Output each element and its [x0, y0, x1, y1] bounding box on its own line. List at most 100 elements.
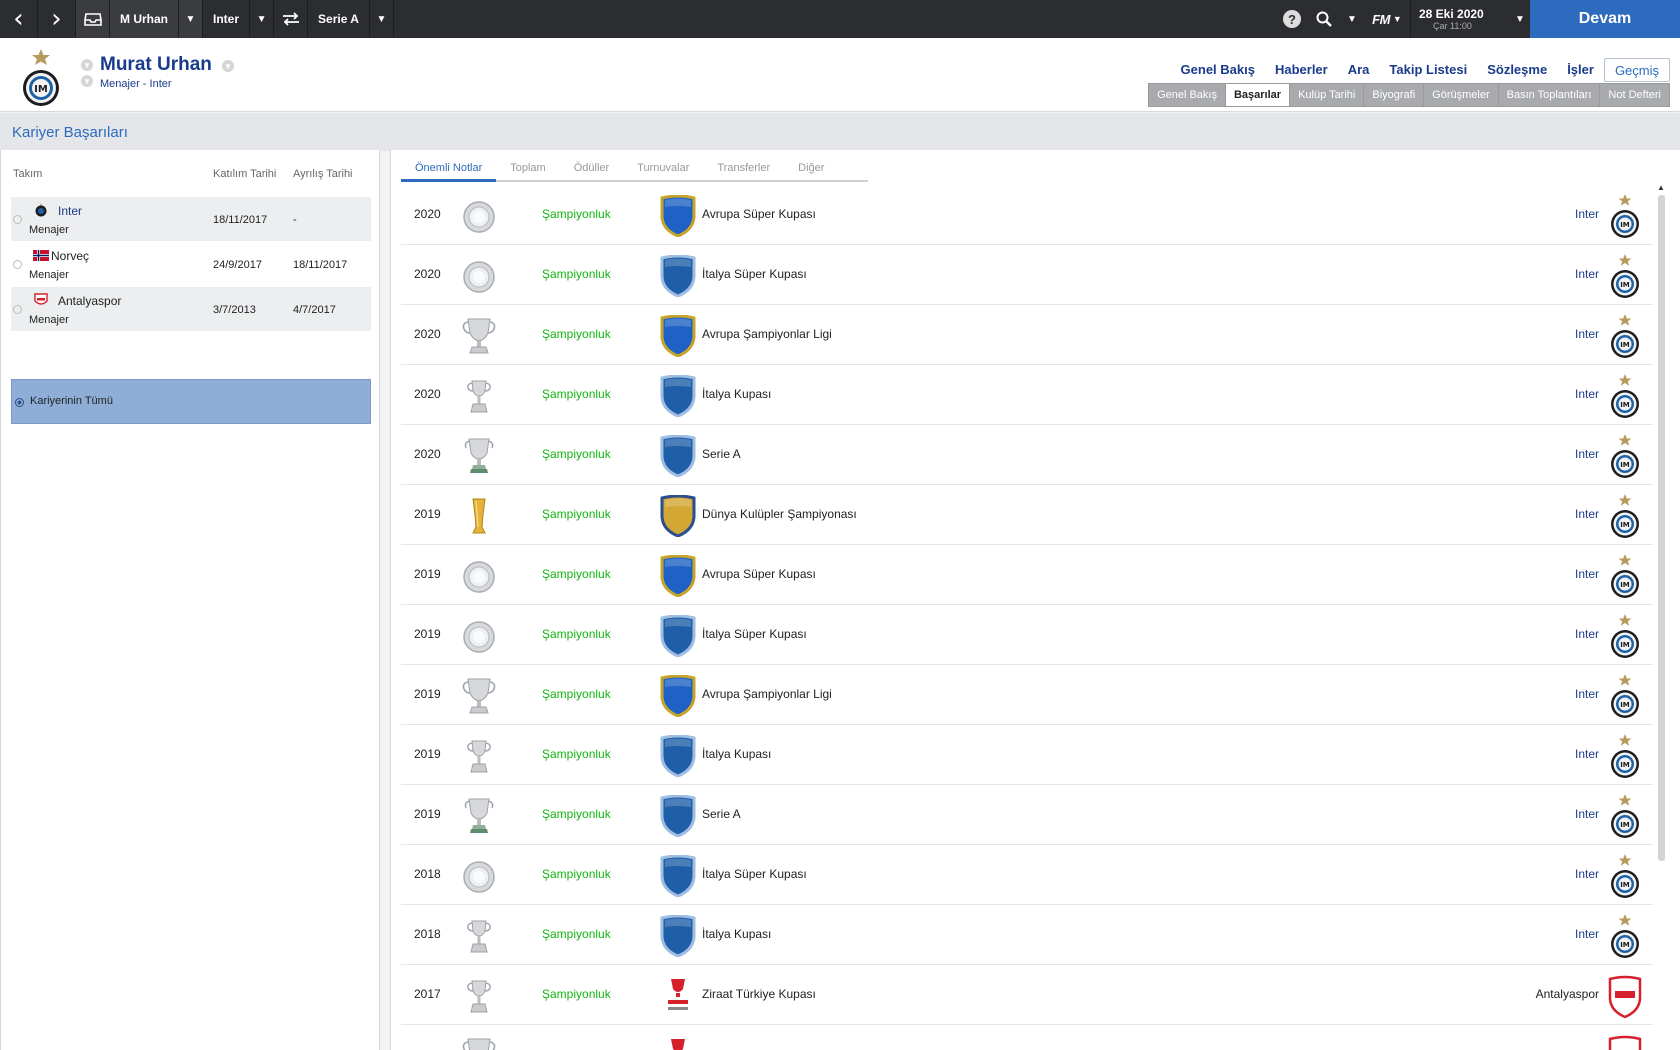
nav-news[interactable]: Haberler [1274, 62, 1328, 77]
club-name[interactable]: Inter [1574, 387, 1599, 401]
scrollbar-thumb[interactable] [1658, 195, 1665, 861]
competition-name[interactable]: Avrupa Süper Kupası [702, 567, 816, 581]
club-name[interactable]: Inter [1574, 867, 1599, 881]
help-button[interactable]: ? [1276, 0, 1308, 38]
team-row[interactable]: Norveç Menajer 24/9/2017 18/11/2017 [11, 242, 371, 286]
league-dropdown[interactable]: ▼ [370, 0, 394, 38]
scroll-up-icon[interactable]: ▲ [1657, 183, 1665, 192]
radio-selected-icon[interactable] [15, 398, 24, 407]
achievement-row[interactable]: 2020 Şampiyonluk Avrupa Süper Kupası Inter I… [401, 185, 1653, 245]
nav-watchlist[interactable]: Takip Listesi [1389, 62, 1468, 77]
achievement-row[interactable]: 2019 Şampiyonluk İtalya Süper Kupası Inter I… [401, 605, 1653, 665]
club-menu[interactable]: Inter [203, 0, 251, 38]
club-name[interactable]: Inter [1574, 747, 1599, 761]
club-name[interactable]: Inter [1574, 927, 1599, 941]
achievement-row[interactable]: 2020 Şampiyonluk Serie A Inter IM [401, 425, 1653, 485]
col-leave[interactable]: Ayrılış Tarihi [293, 168, 353, 180]
tab-totals[interactable]: Toplam [510, 162, 546, 174]
club-name[interactable]: Inter [1574, 447, 1599, 461]
achievement-row[interactable]: 2019 Şampiyonluk İtalya Kupası Inter IM [401, 725, 1653, 785]
competition-name[interactable]: Avrupa Şampiyonlar Ligi [702, 327, 832, 341]
club-name[interactable]: Inter [1574, 207, 1599, 221]
subnav-achievements[interactable]: Başarılar [1225, 84, 1291, 106]
col-team[interactable]: Takım [13, 168, 43, 180]
continue-button[interactable]: Devam [1530, 0, 1680, 38]
subnav-interviews[interactable]: Görüşmeler [1424, 84, 1499, 106]
competition-name[interactable]: Avrupa Şampiyonlar Ligi [702, 687, 832, 701]
role-options-icon[interactable]: ▼ [81, 75, 93, 87]
forward-button[interactable]: › [38, 0, 76, 38]
competition-name[interactable]: İtalya Süper Kupası [702, 627, 807, 641]
team-name[interactable]: Antalyaspor [58, 294, 122, 308]
name-dropdown-icon[interactable]: ▼ [222, 60, 234, 72]
manager-dropdown[interactable]: ▼ [179, 0, 203, 38]
subnav-overview[interactable]: Genel Bakış [1149, 84, 1226, 106]
swap-button[interactable] [274, 0, 309, 38]
achievement-row[interactable]: 2018 Şampiyonluk İtalya Süper Kupası Inter I… [401, 845, 1653, 905]
team-row[interactable]: Inter Menajer 18/11/2017 - [11, 197, 371, 241]
club-name[interactable]: Inter [1574, 807, 1599, 821]
competition-name[interactable]: İtalya Kupası [702, 927, 772, 941]
manager-menu[interactable]: M Urhan [110, 0, 179, 38]
club-name[interactable]: Inter [1574, 327, 1599, 341]
radio-icon[interactable] [13, 260, 22, 269]
achievement-row[interactable]: 2018 Şampiyonluk İtalya Kupası Inter IM [401, 905, 1653, 965]
subnav-biography[interactable]: Biyografi [1364, 84, 1425, 106]
inbox-button[interactable] [76, 0, 110, 38]
achievement-row[interactable]: 2019 Şampiyonluk Serie A Inter IM [401, 785, 1653, 845]
tab-other[interactable]: Diğer [798, 162, 825, 174]
subnav-press[interactable]: Basın Toplantıları [1499, 84, 1601, 106]
date-dropdown[interactable]: ▼ [1510, 0, 1530, 38]
club-name[interactable]: Antalyaspor [1535, 987, 1599, 1001]
competition-name[interactable]: İtalya Kupası [702, 747, 772, 761]
achievement-row[interactable]: 2020 Şampiyonluk İtalya Süper Kupası Inter I… [401, 245, 1653, 305]
search-dropdown[interactable]: ▼ [1340, 0, 1364, 38]
nav-contract[interactable]: Sözleşme [1487, 62, 1548, 77]
tab-transfers[interactable]: Transferler [717, 162, 771, 174]
all-career-row[interactable]: Kariyerinin Tümü [11, 379, 371, 424]
nav-history[interactable]: Geçmiş [1603, 58, 1670, 82]
club-name[interactable]: Inter [1574, 507, 1599, 521]
subnav-club-history[interactable]: Kulüp Tarihi [1290, 84, 1365, 106]
name-options-icon[interactable]: ▼ [81, 59, 93, 71]
club-name[interactable]: Inter [1574, 567, 1599, 581]
tab-awards[interactable]: Ödüller [573, 162, 610, 174]
subnav-notebook[interactable]: Not Defteri [1608, 89, 1661, 101]
team-name[interactable]: Inter [58, 204, 83, 218]
club-dropdown[interactable]: ▼ [250, 0, 275, 38]
team-name[interactable]: Norveç [51, 249, 90, 263]
competition-name[interactable]: Ziraat Türkiye Kupası [702, 987, 816, 1001]
achievement-row[interactable]: 2017 Şampiyonluk Ziraat Türkiye Kupası Anta… [401, 965, 1653, 1025]
league-menu[interactable]: Serie A [308, 0, 370, 38]
achievement-row[interactable] [401, 1025, 1653, 1050]
competition-name[interactable]: İtalya Süper Kupası [702, 267, 807, 281]
tab-tournaments[interactable]: Turnuvalar [637, 162, 690, 174]
radio-icon[interactable] [13, 215, 22, 224]
achievement-row[interactable]: 2019 Şampiyonluk Avrupa Şampiyonlar Ligi In… [401, 665, 1653, 725]
competition-name[interactable]: Dünya Kulüpler Şampiyonası [702, 507, 857, 521]
achievement-row[interactable]: 2020 Şampiyonluk Avrupa Şampiyonlar Ligi In… [401, 305, 1653, 365]
competition-name[interactable]: Serie A [702, 807, 741, 821]
back-button[interactable]: ‹ [0, 0, 38, 38]
game-date[interactable]: 28 Eki 2020 Çar 11:00 [1410, 0, 1510, 38]
achievement-row[interactable]: 2019 Şampiyonluk Dünya Kulüpler Şampiyonas… [401, 485, 1653, 545]
team-row[interactable]: Antalyaspor Menajer 3/7/2013 4/7/2017 [11, 287, 371, 331]
competition-name[interactable]: Serie A [702, 447, 741, 461]
club-name[interactable]: Inter [1574, 627, 1599, 641]
nav-jobs[interactable]: İşler [1567, 62, 1594, 77]
nav-overview[interactable]: Genel Bakış [1180, 62, 1255, 77]
club-name[interactable]: Inter [1574, 687, 1599, 701]
radio-icon[interactable] [13, 305, 22, 314]
competition-name[interactable]: Avrupa Süper Kupası [702, 207, 816, 221]
fm-menu[interactable]: FM ▼ [1364, 0, 1410, 38]
achievement-row[interactable]: 2019 Şampiyonluk Avrupa Süper Kupası Inter I… [401, 545, 1653, 605]
search-button[interactable] [1308, 0, 1340, 38]
achievement-row[interactable]: 2020 Şampiyonluk İtalya Kupası Inter IM [401, 365, 1653, 425]
scrollbar[interactable]: ▲ [1655, 183, 1667, 1050]
competition-name[interactable]: İtalya Süper Kupası [702, 867, 807, 881]
nav-search[interactable]: Ara [1347, 62, 1370, 77]
club-name[interactable]: Inter [1574, 267, 1599, 281]
competition-name[interactable]: İtalya Kupası [702, 387, 772, 401]
tab-highlights[interactable]: Önemli Notlar [401, 158, 497, 182]
col-join[interactable]: Katılım Tarihi [213, 168, 277, 180]
